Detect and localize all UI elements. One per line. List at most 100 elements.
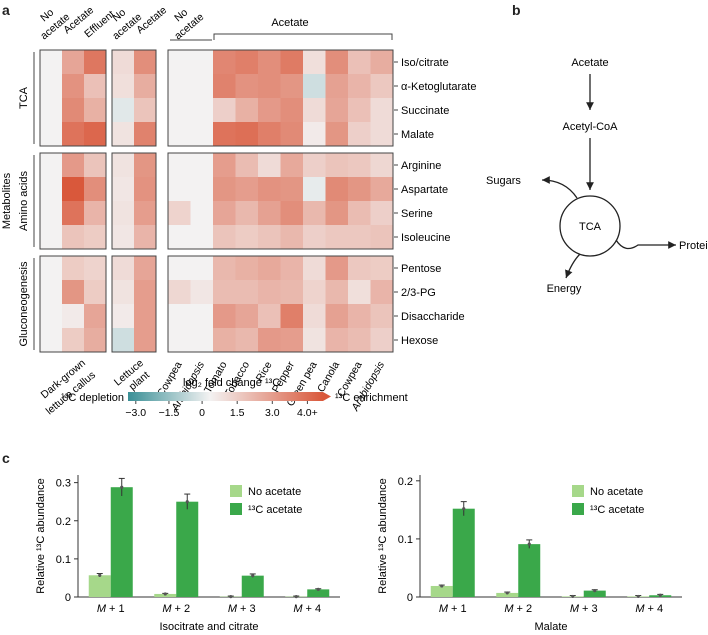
data-point (163, 592, 167, 596)
heatmap-cell-left (84, 201, 107, 226)
x-tick-label-n: + 2 (514, 603, 533, 615)
heatmap-cell-right (168, 280, 191, 305)
data-point (316, 587, 320, 591)
heatmap-group-border-right (167, 49, 394, 147)
heatmap-cell-right (235, 122, 259, 147)
x-tick-label-n: + 3 (579, 603, 598, 615)
y-axis-label: Relative ¹³C abundance (377, 478, 389, 594)
heatmap-cell-middle (112, 225, 135, 250)
heatmap-cell-left (40, 74, 63, 99)
heatmap-cell-right (190, 98, 214, 123)
data-point (294, 595, 298, 599)
heatmap-cell-right (325, 177, 349, 202)
colorbar-tick-label: 3.0 (265, 407, 280, 419)
heatmap-cell-right (280, 74, 304, 99)
heatmap-row-label: Iso/citrate (401, 57, 449, 69)
bar-13c-acetate (110, 487, 133, 597)
heatmap-cell-right (213, 280, 236, 305)
heatmap-cell-right (190, 74, 214, 99)
heatmap-cell-right (213, 328, 236, 353)
heatmap-cell-left (62, 98, 85, 123)
heatmap-cell-right (303, 122, 326, 147)
heatmap-cell-left (62, 50, 85, 75)
heatmap-cell-right (348, 50, 371, 75)
x-tick-label-n: + 4 (645, 603, 664, 615)
heatmap-cell-left (84, 50, 107, 75)
acetate-bracket (213, 33, 393, 40)
energy-node: Energy (547, 283, 582, 295)
heatmap-row-label: Succinate (401, 105, 449, 117)
heatmap-cell-left (84, 304, 107, 329)
colorbar-title: log₂ fold change ¹³C (183, 377, 280, 389)
y-axis-label: Relative ¹³C abundance (35, 478, 47, 594)
x-tick-label: M + 4 (293, 603, 321, 615)
heatmap-cell-right (280, 177, 304, 202)
heatmap-cell-middle (112, 74, 135, 99)
heatmap-cell-left (62, 328, 85, 353)
heatmap-cell-right (168, 50, 191, 75)
data-point (229, 595, 233, 599)
heatmap-cell-left (62, 256, 85, 281)
heatmap-cell-left (84, 98, 107, 123)
heatmap-cell-right (258, 98, 281, 123)
heatmap-cell-right (258, 177, 281, 202)
heatmap-cell-right (235, 153, 259, 178)
heatmap-group-border-middle (111, 49, 157, 147)
heatmap-cell-left (84, 122, 107, 147)
heatmap-cell-right (258, 201, 281, 226)
heatmap-cell-right (325, 98, 349, 123)
top-label-acetate-group: Acetate (271, 17, 308, 29)
data-point (527, 542, 531, 546)
y-tick-label: 0.2 (398, 476, 413, 488)
heatmap-cell-left (40, 122, 63, 147)
heatmap-group-border-left (39, 152, 107, 250)
heatmap-cell-right (258, 225, 281, 250)
heatmap-cell-middle (134, 256, 157, 281)
heatmap-cell-right (348, 256, 371, 281)
heatmap-cell-middle (112, 201, 135, 226)
heatmap-cell-left (40, 304, 63, 329)
arrow-to-protein (615, 239, 676, 250)
heatmap-cell-left (62, 201, 85, 226)
heatmap-cell-right (325, 122, 349, 147)
heatmap-cell-right (348, 304, 371, 329)
heatmap-cell-right (168, 74, 191, 99)
x-tick-label-m: M (162, 603, 172, 615)
heatmap-cell-right (280, 153, 304, 178)
heatmap-cell-right (280, 122, 304, 147)
heatmap-cell-right (168, 256, 191, 281)
heatmap-row-label: 2/3-PG (401, 287, 436, 299)
data-point (98, 573, 102, 577)
arrow-to-energy (565, 253, 581, 279)
colorbar-tick-label: 4.0+ (297, 407, 318, 419)
heatmap-cell-right (348, 177, 371, 202)
heatmap-cell-right (348, 225, 371, 250)
x-tick-label-m: M (635, 603, 645, 615)
heatmap-cell-right (213, 153, 236, 178)
heatmap-cell-right (190, 50, 214, 75)
heatmap-cell-right (168, 304, 191, 329)
heatmap-cell-right (325, 50, 349, 75)
legend-swatch (572, 485, 584, 497)
heatmap-cell-right (370, 304, 394, 329)
heatmap-cell-right (190, 153, 214, 178)
pathway-diagram: Acetate Acetyl-CoA TCA Sugars Protein En… (486, 57, 708, 295)
heatmap-cell-left (40, 177, 63, 202)
heatmap-cell-right (280, 50, 304, 75)
heatmap-cell-right (235, 98, 259, 123)
heatmap-cell-middle (134, 304, 157, 329)
heatmap-cell-right (213, 177, 236, 202)
panel-a-letter: a (2, 2, 10, 18)
x-tick-label-n: + 1 (448, 603, 467, 615)
acetate-node: Acetate (571, 57, 608, 69)
heatmap-cell-right (325, 201, 349, 226)
heatmap-cell-left (40, 153, 63, 178)
heatmap-cell-right (213, 256, 236, 281)
bar-13c-acetate (307, 589, 330, 597)
heatmap-cell-right (303, 50, 326, 75)
heatmap-row-label: Isoleucine (401, 232, 451, 244)
x-tick-label-n: + 3 (237, 603, 256, 615)
heatmap-cell-middle (112, 304, 135, 329)
heatmap-group-label: Gluconeogenesis (18, 261, 30, 347)
